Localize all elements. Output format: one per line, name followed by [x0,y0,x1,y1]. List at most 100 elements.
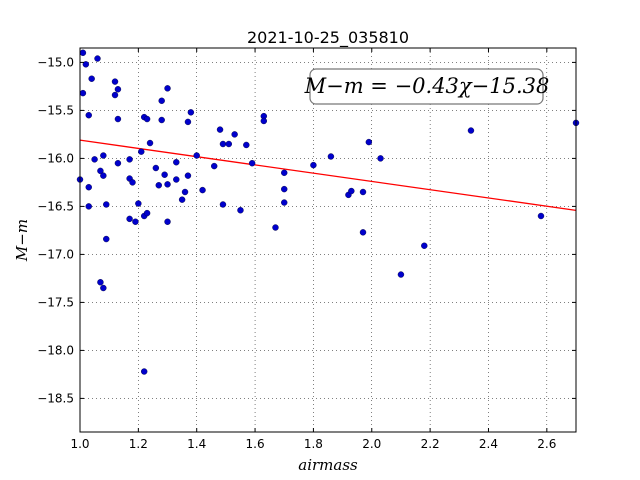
data-point [143,209,151,217]
data-point [216,126,224,133]
plot-frame [79,47,577,433]
y-tick-label: −15.0 [37,55,74,69]
data-point [173,159,180,166]
data-point [184,118,192,126]
data-point [184,172,192,179]
data-point [114,86,122,93]
y-tick-label: −18.5 [37,391,74,405]
data-point [79,49,87,56]
data-point [100,284,107,292]
data-point [97,279,104,286]
x-tick-label: 1.6 [246,437,265,451]
data-point [158,97,165,105]
data-point [85,203,92,210]
data-point [132,218,139,225]
data-point [140,368,148,375]
data-point [100,172,107,179]
data-point [111,78,119,85]
data-point [243,141,250,149]
data-point [100,152,107,159]
data-point [143,115,151,123]
data-point [91,156,98,163]
data-point [359,188,367,196]
data-point [146,139,154,147]
data-point [327,153,335,160]
data-point [187,109,195,116]
data-point [178,196,186,203]
x-tick-label: 2.0 [362,437,381,451]
ticks: 1.0 1.2 1.4 1.6 1.8 2.0 2.2 2.4 2.6 −15.0 −15.5 −16… [37,48,576,451]
fit-line [79,139,577,211]
data-point [135,200,142,207]
x-tick-label: 2.6 [537,437,556,451]
data-point [260,117,268,125]
data-point [164,85,171,92]
fit-equation: M−m = −0.43χ−15.38 [304,74,550,98]
data-point [231,131,238,138]
data-point [199,186,206,194]
fit-line-group [79,139,577,211]
data-point [348,187,355,195]
data-point [111,91,119,99]
data-point [193,152,200,159]
data-point [467,127,475,134]
data-point [158,116,165,124]
y-tick-label: −16.0 [37,151,74,165]
x-tick-label: 1.0 [70,437,89,451]
data-point [377,155,384,162]
y-tick-label: −17.0 [37,247,74,261]
data-point [281,185,288,193]
data-point [359,229,367,236]
data-point [219,140,227,148]
data-point [281,199,288,206]
data-point [138,148,145,155]
data-point [219,201,227,208]
data-point [237,207,244,214]
data-point [103,235,110,243]
y-tick-label: −16.5 [37,199,74,213]
annotation-box: M−m = −0.43χ−15.38 [304,68,550,105]
data-point [161,171,168,178]
data-point [129,179,136,186]
data-point [97,167,104,175]
x-tick-label: 1.4 [187,437,206,451]
grid [80,48,576,432]
data-point [310,161,317,169]
annotation-frame [309,68,544,105]
y-tick-label: −17.5 [37,295,74,309]
y-tick-label: −18.0 [37,343,74,357]
data-point [211,162,218,170]
data-point [126,215,133,223]
data-point [281,169,288,177]
data-point [272,224,279,231]
data-point [82,61,90,68]
data-point [103,201,110,208]
data-point [126,156,133,163]
data-point [79,89,87,97]
x-tick-label: 2.2 [421,437,440,451]
data-point [421,242,428,249]
x-axis-label: airmass [298,456,358,474]
y-tick-label: −15.5 [37,103,74,117]
data-point [181,188,189,196]
chart-title: 2021-10-25_035810 [247,28,409,48]
data-point [85,111,92,119]
data-point [365,138,373,146]
data-point [94,55,101,62]
data-point [114,115,122,123]
x-tick-label: 1.8 [304,437,323,451]
data-point [164,181,171,188]
data-point [85,183,92,191]
data-point [88,75,95,82]
data-point [152,164,160,172]
x-tick-label: 2.4 [479,437,498,451]
y-axis-label: M−m [13,219,31,262]
data-point [397,271,405,278]
data-point [537,212,545,220]
data-point [164,218,171,225]
data-point [114,159,122,167]
data-point [248,159,256,167]
data-point [155,182,162,189]
data-point [225,140,233,148]
